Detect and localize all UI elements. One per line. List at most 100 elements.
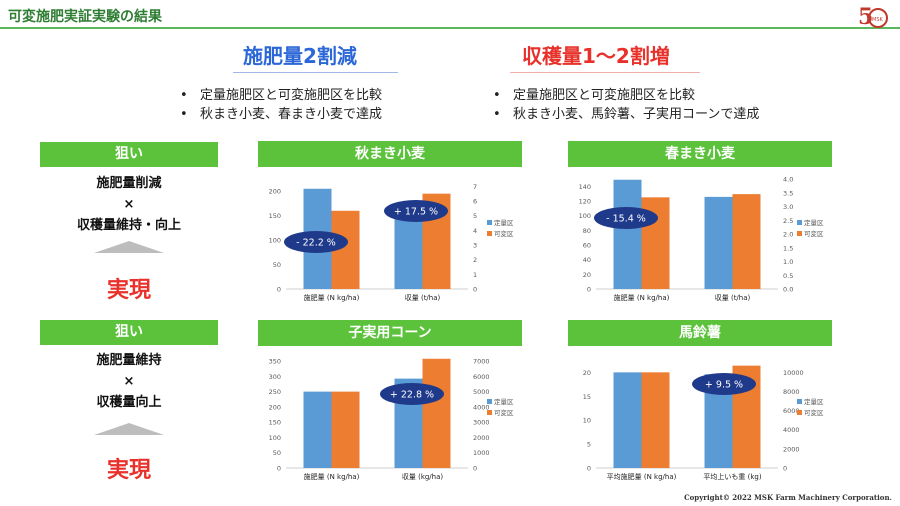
right-axis-tick: 4.0 [783, 176, 793, 184]
bullet-item: 定量施肥区と可変施肥区を比較 [180, 86, 382, 105]
change-badge-label: + 17.5 % [394, 207, 438, 218]
right-axis-tick: 4000 [783, 426, 800, 434]
left-axis-tick: 150 [269, 212, 281, 220]
right-axis-tick: 5 [473, 212, 477, 220]
header-divider [0, 27, 900, 29]
chart-panel-winter-wheat: 秋まき小麦 0 50 100 150 200 0 1 2 3 4 5 6 7 施肥量 (N kg/ha) 収… [258, 141, 522, 311]
change-badge [384, 200, 448, 222]
left-axis-tick: 0 [587, 286, 591, 294]
change-badge [594, 207, 658, 229]
bar-fixed [613, 179, 642, 289]
legend-label: 可変区 [804, 229, 824, 238]
chart-title: 春まき小麦 [568, 141, 832, 167]
legend-label: 定量区 [804, 218, 824, 227]
right-headline-title: 収穫量1～2割増 [522, 44, 670, 68]
svg-text:MSK: MSK [872, 17, 883, 23]
right-axis-tick: 0 [473, 465, 477, 473]
legend-swatch [487, 410, 492, 415]
left-axis-tick: 50 [273, 261, 281, 269]
right-axis-tick: 6 [473, 198, 477, 206]
bar-variable [331, 391, 360, 468]
left-axis-tick: 20 [583, 271, 591, 279]
arrow-triangle [94, 423, 164, 435]
aim-line: 施肥量削減 [96, 176, 162, 191]
left-axis-tick: 15 [583, 393, 591, 401]
left-axis-tick: 60 [583, 242, 591, 250]
category-label: 施肥量 (N kg/ha) [304, 472, 360, 481]
result-text: 実現 [106, 278, 151, 303]
bullet-item: 定量施肥区と可変施肥区を比較 [493, 86, 759, 105]
category-label: 平均施肥量 (N kg/ha) [607, 472, 677, 481]
right-axis-tick: 0 [783, 465, 787, 473]
legend-swatch [487, 399, 492, 404]
right-axis-tick: 8000 [783, 388, 800, 396]
right-axis-tick: 3.0 [783, 203, 793, 211]
right-bullet-list: 定量施肥区と可変施肥区を比較 秋まき小麦、馬鈴薯、子実用コーンで達成 [493, 86, 759, 124]
legend-label: 可変区 [804, 408, 824, 417]
right-axis-tick: 1.5 [783, 244, 793, 252]
aim-line: 施肥量維持 [96, 353, 162, 368]
left-axis-tick: 200 [269, 188, 281, 196]
left-headline-title: 施肥量2割減 [243, 44, 357, 68]
left-bullet-list: 定量施肥区と可変施肥区を比較 秋まき小麦、春まき小麦で達成 [180, 86, 382, 124]
left-axis-tick: 10 [583, 417, 591, 425]
bullet-item: 秋まき小麦、春まき小麦で達成 [180, 105, 382, 124]
left-axis-tick: 50 [273, 449, 281, 457]
aim-label: 狙い [40, 320, 218, 345]
legend-swatch [797, 220, 802, 225]
left-axis-tick: 350 [269, 358, 281, 366]
right-axis-tick: 0 [473, 286, 477, 294]
legend-swatch [797, 231, 802, 236]
right-axis-tick: 2.5 [783, 217, 793, 225]
chart-panel-potato: 馬鈴薯 0 5 10 15 20 0 2000 4000 6000 8000 10000 平均施肥量 … [568, 320, 832, 490]
right-headline-underline [510, 72, 700, 73]
right-axis-tick: 2.0 [783, 231, 793, 239]
left-axis-tick: 150 [269, 419, 281, 427]
bar-variable [641, 372, 670, 468]
right-axis-tick: 4 [473, 227, 477, 235]
bar-variable [422, 358, 451, 468]
right-axis-tick: 1000 [473, 449, 490, 457]
change-badge-label: - 15.4 % [606, 214, 646, 225]
left-axis-tick: 80 [583, 227, 591, 235]
bullet-item: 秋まき小麦、馬鈴薯、子実用コーンで達成 [493, 105, 759, 124]
left-axis-tick: 20 [583, 369, 591, 377]
change-badge-label: + 9.5 % [705, 380, 743, 391]
aim-line: 収穫量向上 [96, 395, 162, 410]
right-axis-tick: 6000 [473, 373, 490, 381]
legend-label: 可変区 [494, 408, 514, 417]
legend-swatch [797, 399, 802, 404]
aim-text-block: 施肥量維持 × 収穫量向上 [40, 350, 218, 413]
aim-text-block: 施肥量削減 × 収穫量維持・向上 [40, 173, 218, 236]
svg-text:5: 5 [858, 4, 873, 30]
right-axis-tick: 2000 [473, 434, 490, 442]
left-axis-tick: 40 [583, 256, 591, 264]
right-axis-tick: 0.5 [783, 272, 793, 280]
left-axis-tick: 0 [277, 465, 281, 473]
aim-line: 収穫量維持・向上 [76, 218, 181, 233]
aim-line: × [123, 374, 135, 389]
change-badge-label: - 22.2 % [296, 238, 336, 249]
left-axis-tick: 0 [277, 286, 281, 294]
chart-title: 子実用コーン [258, 320, 522, 346]
company-logo: 5 MSK [858, 4, 888, 30]
right-axis-tick: 7000 [473, 358, 490, 366]
legend-label: 定量区 [494, 397, 514, 406]
change-badge-label: + 22.8 % [390, 390, 434, 401]
right-axis-tick: 7 [473, 183, 477, 191]
chart-panel-spring-wheat: 春まき小麦 0 20 40 60 80 100 120 140 0.0 0.5 1.0 1.5 2.0 2… [568, 141, 832, 311]
left-axis-tick: 5 [587, 441, 591, 449]
legend-swatch [487, 231, 492, 236]
right-axis-tick: 3 [473, 242, 477, 250]
left-axis-tick: 300 [269, 373, 281, 381]
bar-fixed [704, 196, 733, 289]
arrow-triangle [94, 241, 164, 253]
aim-label: 狙い [40, 142, 218, 167]
left-axis-tick: 200 [269, 403, 281, 411]
left-axis-tick: 100 [269, 237, 281, 245]
legend-swatch [797, 410, 802, 415]
right-axis-tick: 3.5 [783, 189, 793, 197]
bar-fixed [303, 391, 332, 468]
right-axis-tick: 10000 [783, 369, 804, 377]
right-axis-tick: 1 [473, 271, 477, 279]
